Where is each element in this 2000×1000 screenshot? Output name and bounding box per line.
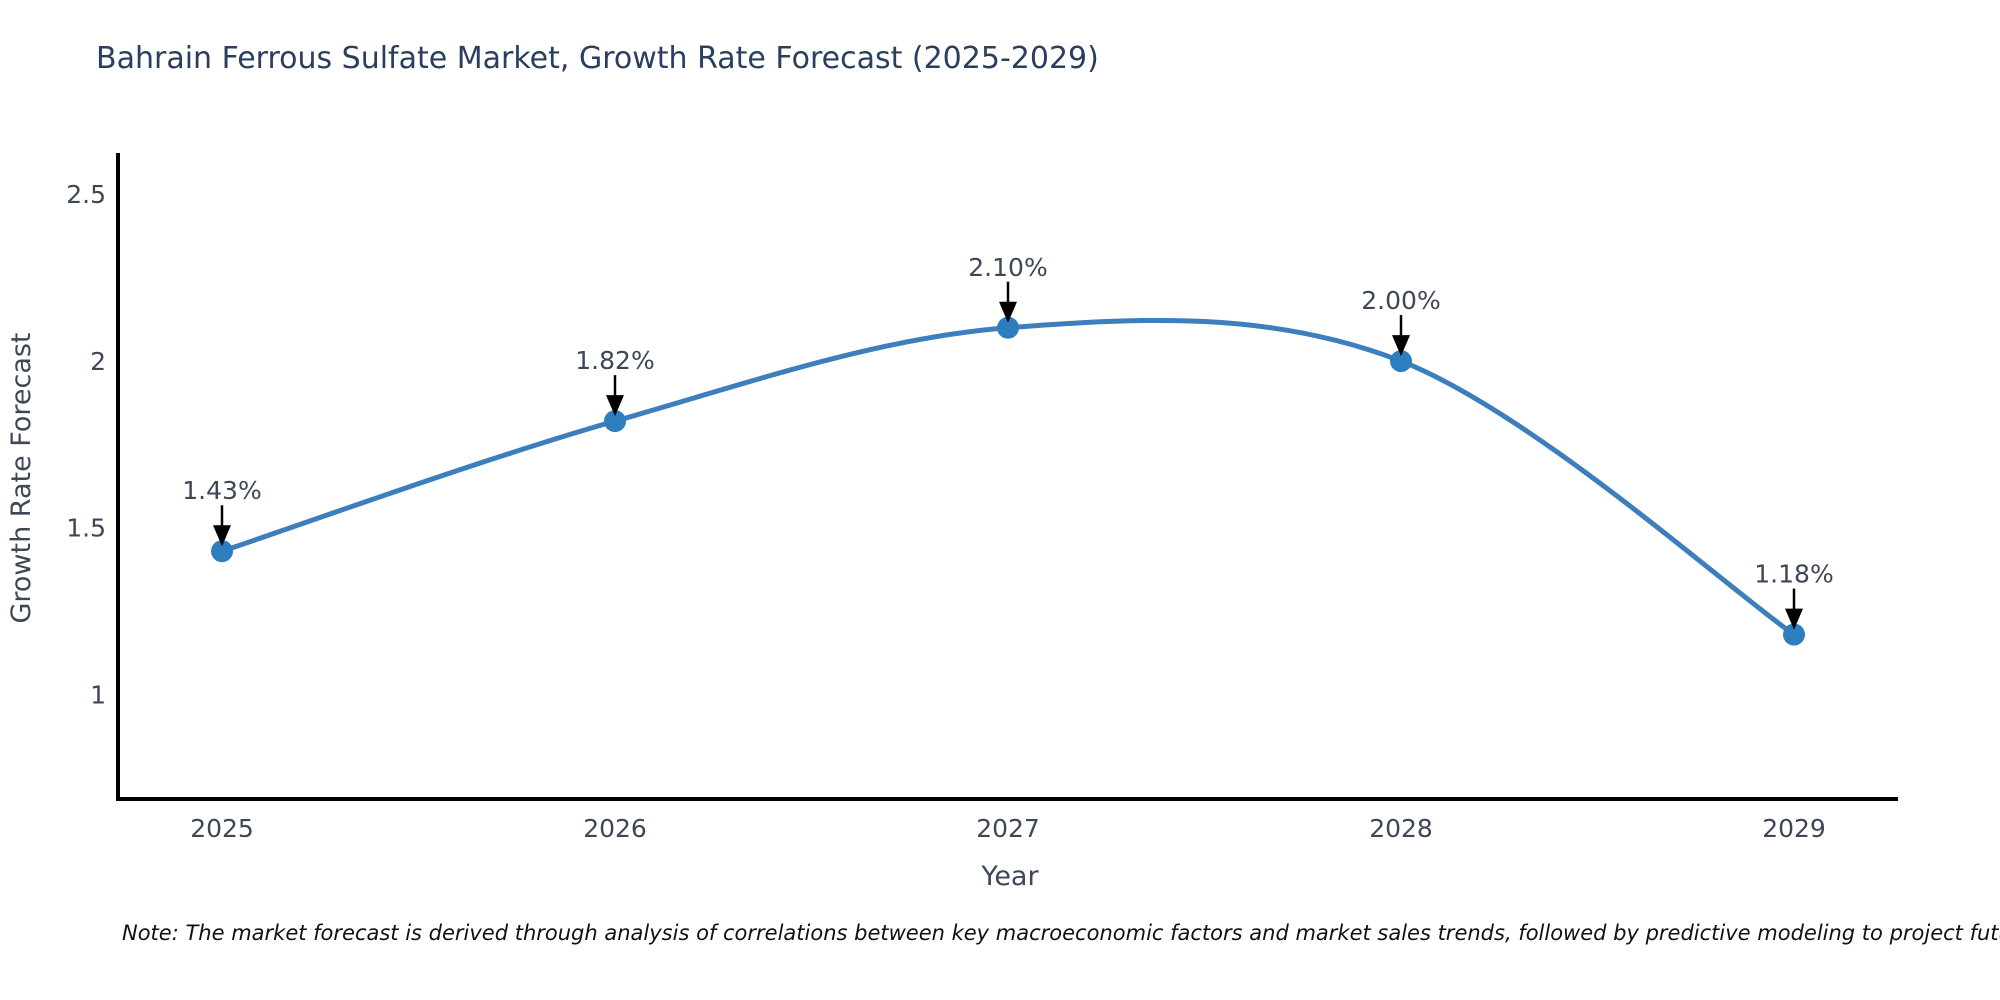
y-tick-label: 1 xyxy=(90,680,106,709)
y-tick-label: 2.5 xyxy=(66,180,106,209)
x-tick-label: 2025 xyxy=(190,814,254,843)
y-tick-label: 2 xyxy=(90,347,106,376)
point-value-label: 1.82% xyxy=(575,346,654,375)
x-tick-label: 2028 xyxy=(1369,814,1433,843)
y-axis-label: Growth Rate Forecast xyxy=(6,332,37,623)
annotation-arrow-head xyxy=(1392,335,1410,357)
plot-area: 2.5 2 1.5 1 2025 2026 2027 2028 2029 1.43% 1.82% 2.… xyxy=(66,153,1898,843)
chart-title: Bahrain Ferrous Sulfate Market, Growth R… xyxy=(96,41,1099,76)
data-point-2026 xyxy=(604,410,626,433)
annotation-arrow-head xyxy=(213,525,231,547)
point-value-label: 1.18% xyxy=(1754,560,1833,589)
x-tick-label: 2026 xyxy=(583,814,647,843)
data-point-2027 xyxy=(997,316,1019,339)
note-text: Note: The market forecast is derived thr… xyxy=(122,921,2000,945)
annotation-arrow-head xyxy=(606,395,624,417)
data-point-2025 xyxy=(211,540,233,563)
trend-line xyxy=(219,317,1797,638)
data-point-2029 xyxy=(1783,623,1805,646)
point-value-label: 2.10% xyxy=(968,253,1047,282)
point-value-label: 2.00% xyxy=(1361,286,1440,315)
y-tick-label: 1.5 xyxy=(66,514,106,543)
x-tick-label: 2029 xyxy=(1762,814,1826,843)
annotation-arrow-head xyxy=(999,301,1017,323)
x-axis-label: Year xyxy=(980,861,1039,892)
data-point-2028 xyxy=(1390,350,1412,373)
point-value-label: 1.43% xyxy=(182,476,261,505)
x-tick-label: 2027 xyxy=(976,814,1040,843)
annotation-arrow-head xyxy=(1785,608,1803,630)
